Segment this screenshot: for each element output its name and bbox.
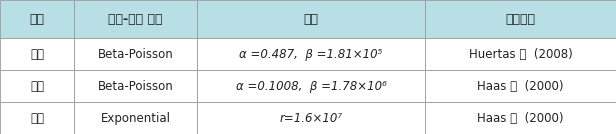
Text: 인체: 인체 [30, 111, 44, 124]
Text: Huertas 등  (2008): Huertas 등 (2008) [469, 48, 572, 61]
Text: 인체: 인체 [30, 80, 44, 93]
Bar [0, 38, 74, 70]
Bar [0, 102, 74, 134]
Bar [425, 38, 616, 70]
Bar [425, 0, 616, 38]
Bar [197, 70, 425, 102]
Bar [0, 0, 74, 38]
Text: Haas 등  (2000): Haas 등 (2000) [477, 80, 564, 93]
Text: Haas 등  (2000): Haas 등 (2000) [477, 111, 564, 124]
Bar [74, 70, 197, 102]
Text: 토끼: 토끼 [30, 48, 44, 61]
Bar [74, 0, 197, 38]
Bar [197, 102, 425, 134]
Bar [0, 70, 74, 102]
Text: 숙주: 숙주 [30, 13, 44, 26]
Bar [74, 38, 197, 70]
Bar [197, 38, 425, 70]
Text: 변수: 변수 [304, 13, 318, 26]
Bar [74, 102, 197, 134]
Bar [197, 0, 425, 38]
Text: Beta-Poisson: Beta-Poisson [98, 80, 173, 93]
Text: α =0.487,  β =1.81×10⁵: α =0.487, β =1.81×10⁵ [240, 48, 383, 61]
Text: 용량-반응 모델: 용량-반응 모델 [108, 13, 163, 26]
Text: α =0.1008,  β =1.78×10⁶: α =0.1008, β =1.78×10⁶ [236, 80, 386, 93]
Text: Beta-Poisson: Beta-Poisson [98, 48, 173, 61]
Text: 참고문헌: 참고문헌 [506, 13, 535, 26]
Text: Exponential: Exponential [100, 111, 171, 124]
Bar [425, 70, 616, 102]
Text: r=1.6×10⁷: r=1.6×10⁷ [280, 111, 342, 124]
Bar [425, 102, 616, 134]
